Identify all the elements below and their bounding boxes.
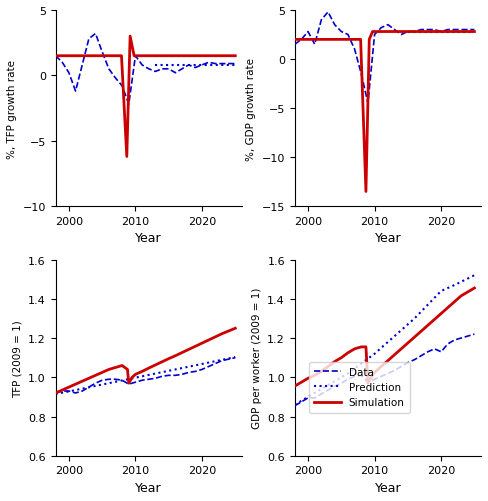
Y-axis label: %, TFP growth rate: %, TFP growth rate	[7, 60, 17, 158]
Y-axis label: GDP per worker (2009 = 1): GDP per worker (2009 = 1)	[252, 288, 262, 428]
X-axis label: Year: Year	[375, 232, 401, 245]
Legend: Data, Prediction, Simulation: Data, Prediction, Simulation	[309, 362, 410, 413]
Y-axis label: TFP (2009 = 1): TFP (2009 = 1)	[13, 319, 22, 397]
Y-axis label: %, GDP growth rate: %, GDP growth rate	[246, 58, 256, 160]
X-axis label: Year: Year	[375, 481, 401, 494]
X-axis label: Year: Year	[136, 232, 162, 245]
X-axis label: Year: Year	[136, 481, 162, 494]
